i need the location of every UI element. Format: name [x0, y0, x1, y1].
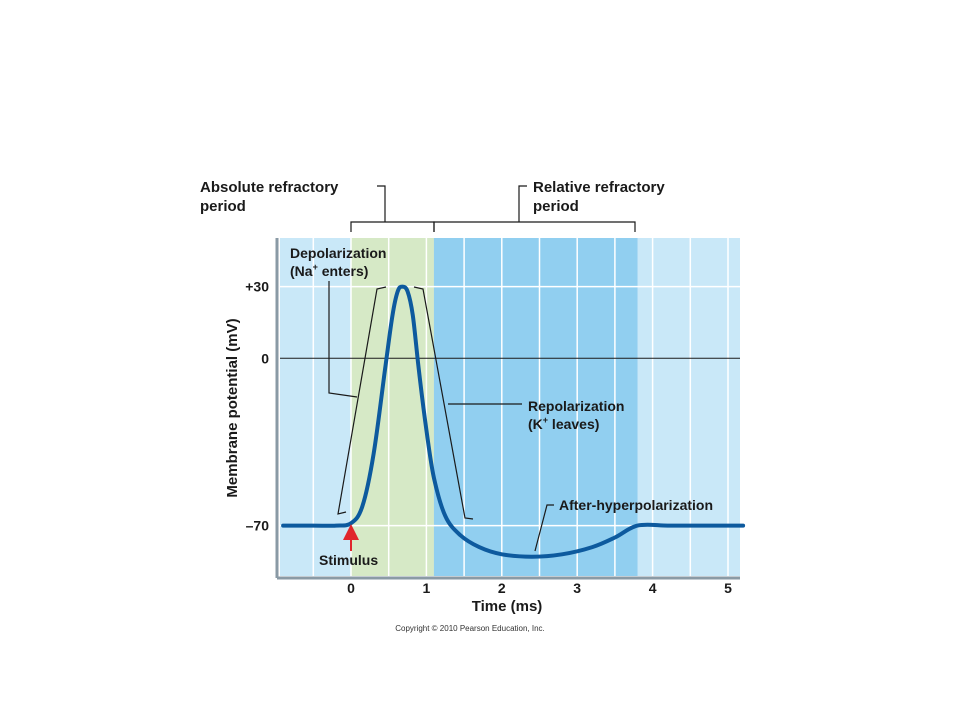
membrane-potential-curve: [281, 284, 746, 559]
depolarization-sublabel: (Na+ enters): [290, 262, 368, 279]
x-axis-ticks: 0 1 2 3 4 5: [347, 580, 732, 596]
plot-frame: [275, 238, 740, 580]
relative-refractory-label-line2: period: [533, 198, 579, 215]
x-axis-title: Time (ms): [472, 598, 543, 615]
x-tick-label: 3: [573, 580, 581, 596]
x-tick-label: 5: [724, 580, 732, 596]
repolarization-sublabel: (K+ leaves): [528, 415, 599, 432]
relative-refractory-label-line1: Relative refractory: [533, 179, 665, 196]
y-tick-label: +30: [245, 279, 269, 295]
relative-refractory-bracket: [433, 185, 636, 232]
x-tick-label: 0: [347, 580, 355, 596]
y-tick-label: –70: [246, 518, 270, 534]
absolute-refractory-label-line1: Absolute refractory: [200, 179, 339, 196]
y-axis-title: Membrane potential (mV): [224, 318, 241, 497]
y-axis-ticks: +30 0 –70: [245, 279, 269, 534]
absolute-refractory-bracket: [350, 185, 435, 232]
repolarization-bracket: [413, 286, 474, 520]
after-hyperpolarization-leader: [534, 504, 554, 552]
annotation-brackets: [328, 185, 636, 552]
stimulus-label: Stimulus: [319, 552, 378, 568]
x-tick-label: 1: [423, 580, 431, 596]
depolarization-bracket: [337, 286, 387, 515]
y-tick-label: 0: [261, 350, 269, 366]
relative-refractory-zone: [433, 238, 638, 576]
absolute-refractory-zone: [351, 238, 434, 576]
after-hyperpolarization-label: After-hyperpolarization: [559, 497, 713, 513]
repolarization-label: Repolarization: [528, 398, 624, 414]
depolarization-leader: [328, 281, 358, 398]
depolarization-label: Depolarization: [290, 245, 386, 261]
x-tick-label: 2: [498, 580, 506, 596]
absolute-refractory-label-line2: period: [200, 198, 246, 215]
copyright-note: Copyright © 2010 Pearson Education, Inc.: [395, 624, 545, 633]
x-tick-label: 4: [649, 580, 657, 596]
